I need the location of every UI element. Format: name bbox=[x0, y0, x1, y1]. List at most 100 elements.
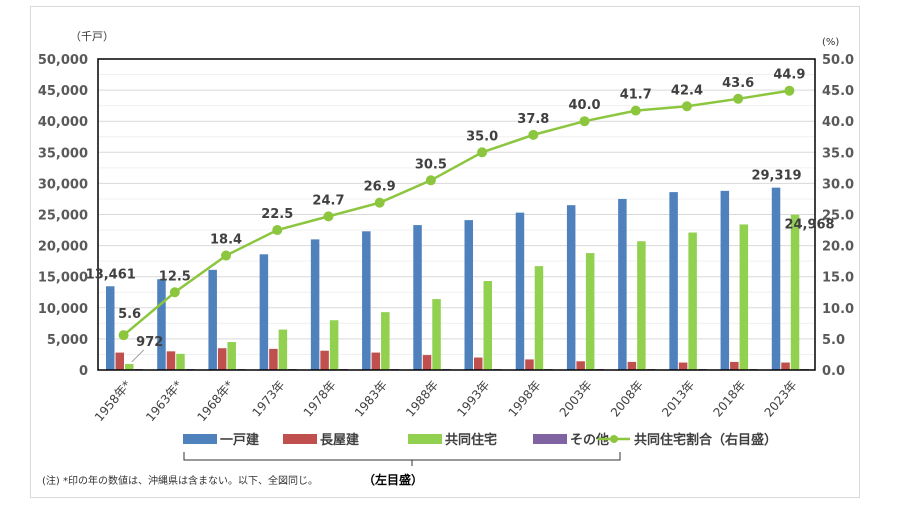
bar-1 bbox=[515, 212, 525, 370]
line-point bbox=[118, 330, 129, 341]
legend-label: その他 bbox=[570, 432, 609, 448]
bar-2 bbox=[576, 361, 585, 370]
right-unit-label: (%) bbox=[822, 37, 839, 48]
bar-1 bbox=[720, 190, 730, 370]
y-tick-label: 50,000 bbox=[38, 53, 88, 68]
bar-3 bbox=[176, 353, 185, 370]
line-data-label: 12.5 bbox=[159, 269, 191, 284]
legend-marker bbox=[610, 435, 618, 443]
y-tick-label: 40,000 bbox=[38, 115, 88, 130]
legend-label: 一戸建 bbox=[220, 432, 259, 448]
bar-3 bbox=[432, 299, 441, 370]
x-tick-label: 1998年 bbox=[506, 378, 544, 420]
bar-3 bbox=[329, 320, 339, 370]
line-data-label: 41.7 bbox=[620, 88, 652, 103]
bar-1 bbox=[566, 205, 576, 370]
bar-3 bbox=[381, 312, 390, 370]
line-point bbox=[169, 287, 180, 298]
line-point bbox=[681, 101, 692, 112]
bar-1 bbox=[208, 269, 217, 370]
x-tick-label: 1958年* bbox=[92, 378, 134, 424]
bar-2 bbox=[730, 361, 739, 370]
x-tick-label: 2003年 bbox=[557, 378, 595, 420]
leader-line bbox=[131, 349, 145, 363]
plot-border bbox=[97, 58, 816, 371]
y-tick-label: 15,000 bbox=[38, 271, 88, 286]
bar-2 bbox=[115, 352, 124, 370]
bar-1 bbox=[669, 192, 678, 370]
bar-2 bbox=[422, 355, 432, 370]
bar-3 bbox=[534, 266, 544, 370]
y2-tick-label: 20.0 bbox=[822, 240, 854, 255]
x-tick-label: 2018年 bbox=[710, 378, 748, 420]
y2-tick-label: 25.0 bbox=[822, 209, 854, 224]
x-tick-label: 1988年 bbox=[403, 378, 441, 420]
y-tick-label: 35,000 bbox=[38, 146, 88, 161]
bar-1 bbox=[464, 220, 473, 370]
y-tick-label: 45,000 bbox=[38, 84, 88, 99]
bar-1 bbox=[157, 279, 166, 370]
legend-label: 長屋建 bbox=[320, 432, 359, 448]
line-data-label: 18.4 bbox=[210, 233, 242, 248]
line-data-label: 43.6 bbox=[722, 76, 754, 91]
bar-1 bbox=[413, 225, 422, 370]
x-tick-label: 2023年 bbox=[762, 378, 800, 420]
y2-tick-label: 30.0 bbox=[822, 177, 854, 192]
y2-tick-label: 15.0 bbox=[822, 271, 854, 286]
x-tick-label: 2008年 bbox=[608, 378, 646, 420]
bar-3 bbox=[790, 214, 800, 370]
y-tick-label: 30,000 bbox=[38, 177, 88, 192]
line-data-label: 5.6 bbox=[118, 307, 141, 322]
bar-data-label: 13,461 bbox=[86, 267, 136, 282]
x-tick-label: 2013年 bbox=[659, 378, 697, 420]
x-tick-label: 1968年* bbox=[194, 378, 236, 424]
bar-2 bbox=[525, 359, 534, 370]
y2-tick-label: 35.0 bbox=[822, 146, 854, 161]
legend-label: 共同住宅割合（右目盛） bbox=[634, 432, 777, 448]
y2-tick-label: 45.0 bbox=[822, 84, 854, 99]
bar-3 bbox=[227, 342, 236, 370]
y2-tick-label: 40.0 bbox=[822, 115, 854, 130]
x-tick-label: 1993年 bbox=[454, 378, 492, 420]
x-tick-label: 1983年 bbox=[352, 378, 390, 420]
bar-3 bbox=[483, 281, 492, 370]
chart-frame bbox=[30, 6, 860, 498]
legend-swatch bbox=[283, 434, 317, 444]
legend-swatch bbox=[408, 434, 442, 444]
bar-1 bbox=[618, 198, 627, 370]
line-point bbox=[221, 250, 232, 261]
legend-swatch bbox=[533, 434, 567, 444]
line-point bbox=[374, 197, 385, 208]
line-point bbox=[784, 85, 795, 96]
line-point bbox=[630, 105, 641, 116]
bar-1 bbox=[259, 254, 269, 370]
y-tick-label: 10,000 bbox=[38, 302, 88, 317]
bar-3 bbox=[585, 253, 595, 370]
left-axis-note: （左目盛） bbox=[363, 472, 423, 487]
line-point bbox=[425, 175, 436, 186]
line-point bbox=[579, 116, 590, 127]
line-data-label: 42.4 bbox=[671, 83, 703, 98]
bar-3 bbox=[739, 224, 749, 370]
bar-3 bbox=[637, 241, 646, 370]
bar-2 bbox=[217, 348, 227, 370]
bar-2 bbox=[474, 357, 483, 370]
y2-tick-label: 5.0 bbox=[822, 333, 845, 348]
y-tick-label: 5,000 bbox=[47, 333, 88, 348]
y-tick-label: 25,000 bbox=[38, 209, 88, 224]
bar-1 bbox=[310, 239, 320, 370]
x-tick-label: 1963年* bbox=[143, 378, 185, 424]
line-data-label: 22.5 bbox=[261, 207, 293, 222]
x-tick-label: 1973年 bbox=[249, 378, 287, 420]
bar-2 bbox=[166, 351, 176, 370]
line-data-label: 26.9 bbox=[364, 180, 396, 195]
bar-1 bbox=[771, 187, 781, 370]
bar-data-label: 29,319 bbox=[751, 169, 801, 184]
line-point bbox=[323, 211, 334, 222]
line-data-label: 35.0 bbox=[466, 129, 498, 144]
legend-swatch bbox=[183, 434, 217, 444]
y2-tick-label: 0.0 bbox=[822, 364, 845, 379]
y2-tick-label: 50.0 bbox=[822, 53, 854, 68]
line-point bbox=[272, 225, 283, 236]
